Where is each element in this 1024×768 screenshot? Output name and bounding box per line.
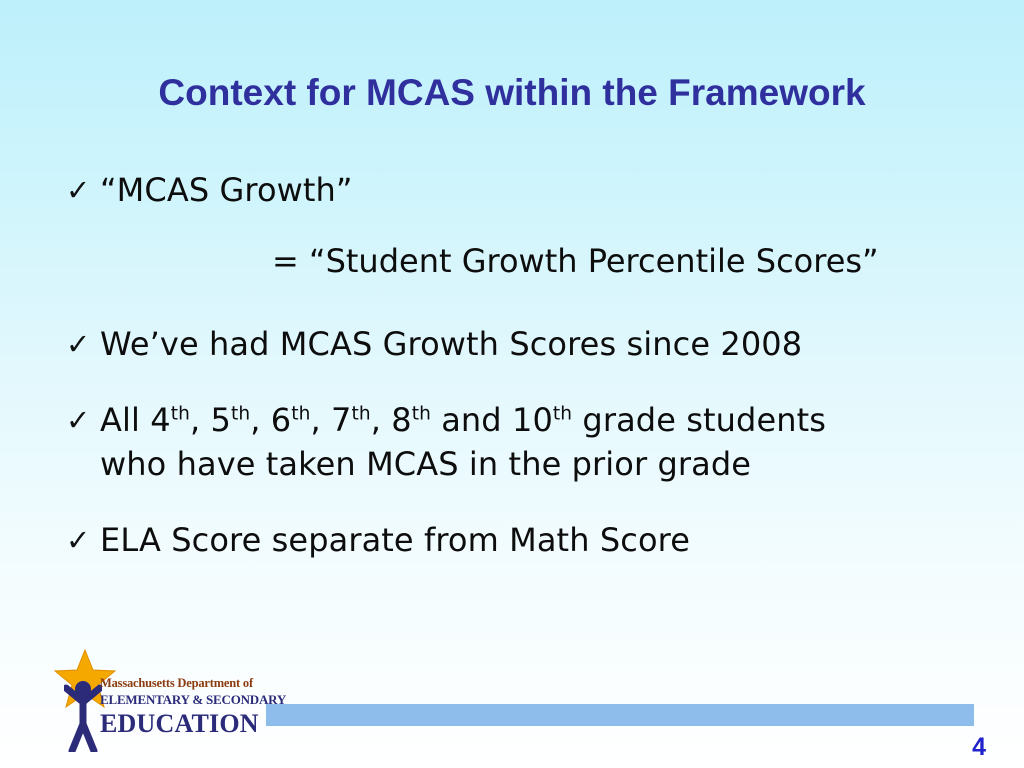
ordinal-suffix: th	[170, 403, 190, 425]
logo-line-3: EDUCATION	[100, 709, 259, 738]
page-title: Context for MCAS within the Framework	[158, 72, 866, 113]
page-number: 4	[972, 733, 986, 761]
bullet-text: “MCAS Growth”	[100, 171, 353, 209]
logo-text: Massachusetts Department of ELEMENTARY &…	[100, 676, 287, 739]
ordinal-suffix: th	[351, 403, 371, 425]
list-item: ✓ ELA Score separate from Math Score	[60, 518, 980, 562]
checkmark-icon: ✓	[66, 327, 91, 361]
spacer	[60, 492, 980, 518]
checkmark-icon: ✓	[66, 403, 91, 437]
ordinal-suffix: th	[411, 403, 431, 425]
footer-bar	[266, 704, 974, 726]
ordinal-suffix: th	[552, 403, 573, 425]
grade-part: , 8	[370, 401, 412, 439]
grade-part: grade students	[572, 401, 827, 439]
logo-line-1: Massachusetts Department of	[100, 676, 253, 690]
bullet-text-grades: All 4th, 5th, 6th, 7th, 8th and 10th gra…	[100, 398, 826, 486]
logo: Massachusetts Department of ELEMENTARY &…	[38, 648, 287, 760]
sub-line-text: = “Student Growth Percentile Scores”	[272, 242, 879, 280]
bullet-text: We’ve had MCAS Growth Scores since 2008	[100, 325, 803, 363]
logo-line-2: ELEMENTARY & SECONDARY	[100, 692, 287, 707]
checkmark-icon: ✓	[66, 173, 91, 207]
list-item: ✓ “MCAS Growth”	[60, 168, 980, 212]
bullet-text: ELA Score separate from Math Score	[100, 521, 690, 559]
checkmark-icon: ✓	[66, 523, 91, 557]
spacer	[60, 372, 980, 398]
grade-line-2: who have taken MCAS in the prior grade	[100, 445, 752, 483]
grade-prefix: All 4	[100, 401, 171, 439]
person-icon	[64, 681, 102, 752]
grade-part: , 6	[250, 401, 292, 439]
grade-part: , 7	[310, 401, 352, 439]
list-item: ✓ We’ve had MCAS Growth Scores since 200…	[60, 322, 980, 366]
bullet-list: ✓ “MCAS Growth” = “Student Growth Percen…	[60, 168, 980, 568]
ordinal-suffix: th	[291, 403, 311, 425]
ordinal-suffix: th	[230, 403, 251, 425]
list-item: ✓ All 4th, 5th, 6th, 7th, 8th and 10th g…	[60, 398, 980, 486]
grade-part: and 10	[430, 401, 553, 439]
grade-part: , 5	[189, 401, 231, 439]
